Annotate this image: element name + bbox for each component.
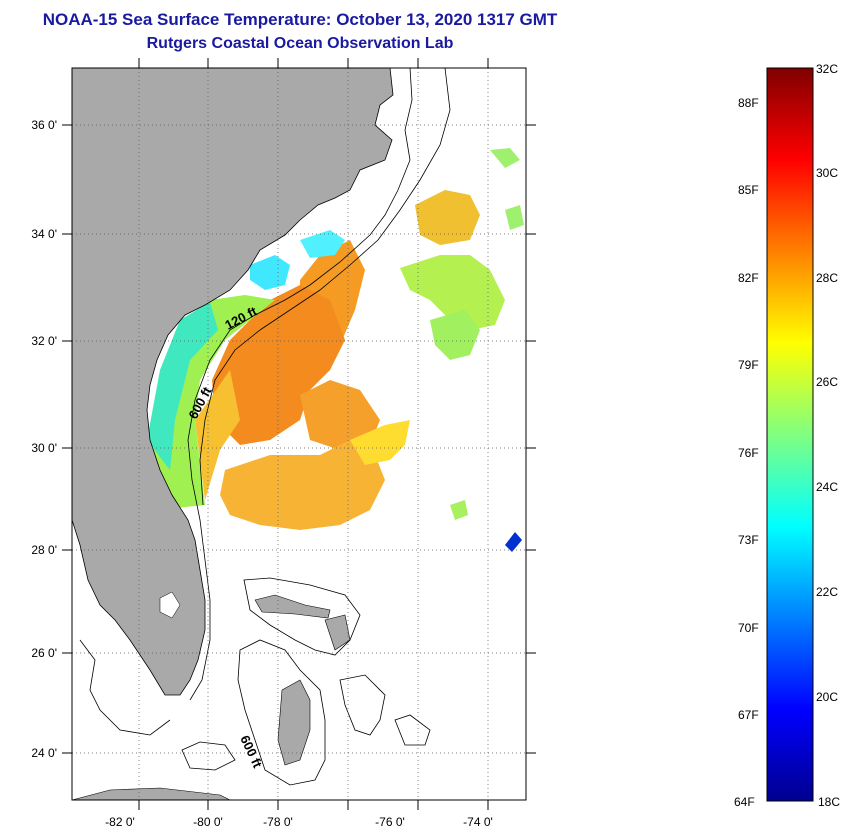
bahamas-abaco: [324, 614, 351, 651]
colorbar-f-label: 88F: [738, 96, 759, 110]
lon-axis-labels: -82 0' -80 0' -78 0' -76 0' -74 0': [105, 815, 493, 829]
colorbar-f-label: 76F: [738, 446, 759, 460]
contour-label-600ft-south: 600 ft: [237, 733, 265, 771]
sst-data: [147, 148, 524, 552]
lat-label: 26 0': [31, 646, 57, 660]
colorbar-f-label: 73F: [738, 533, 759, 547]
colorbar-f-label: 79F: [738, 358, 759, 372]
lat-label: 36 0': [31, 118, 57, 132]
map-body: 120 ft 600 ft 600 ft: [72, 68, 526, 800]
lat-label: 30 0': [31, 441, 57, 455]
lon-label: -78 0': [263, 815, 293, 829]
bathymetry-contours: [79, 68, 451, 786]
lat-label: 28 0': [31, 543, 57, 557]
map-frame: [71, 67, 527, 801]
colorbar-c-label: 22C: [816, 585, 839, 599]
lat-label: 34 0': [31, 227, 57, 241]
lon-label: -76 0': [375, 815, 405, 829]
lon-label: -80 0': [193, 815, 223, 829]
colorbar-c-label: 30C: [816, 166, 839, 180]
map-title: NOAA-15 Sea Surface Temperature: October…: [42, 10, 558, 29]
colorbar-f-label: 64F: [734, 795, 755, 809]
colorbar-c-label: 20C: [816, 690, 839, 704]
lat-label: 32 0': [31, 334, 57, 348]
lat-label: 24 0': [31, 746, 57, 760]
lat-axis-labels: 36 0' 34 0' 32 0' 30 0' 28 0' 26 0' 24 0…: [31, 118, 57, 760]
lon-label: -74 0': [463, 815, 493, 829]
lon-label: -82 0': [105, 815, 135, 829]
colorbar-c-label: 18C: [818, 795, 841, 809]
map-subtitle: Rutgers Coastal Ocean Observation Lab: [146, 35, 454, 52]
colorbar: [766, 67, 814, 802]
colorbar-c-label: 28C: [816, 271, 839, 285]
bahamas-andros: [277, 679, 311, 766]
colorbar-f-label: 85F: [738, 183, 759, 197]
axis-ticks: [62, 58, 536, 810]
colorbar-c-label: 26C: [816, 375, 839, 389]
colorbar-c-label: 32C: [816, 62, 839, 76]
us-mainland: [72, 68, 394, 696]
colorbar-f-label: 70F: [738, 621, 759, 635]
lake-okeechobee: [159, 591, 181, 619]
colorbar-c-label: 24C: [816, 480, 839, 494]
colorbar-f-label: 82F: [738, 271, 759, 285]
colorbar-f-label: 67F: [738, 708, 759, 722]
bahamas-grand: [254, 594, 331, 619]
cuba: [72, 787, 231, 800]
